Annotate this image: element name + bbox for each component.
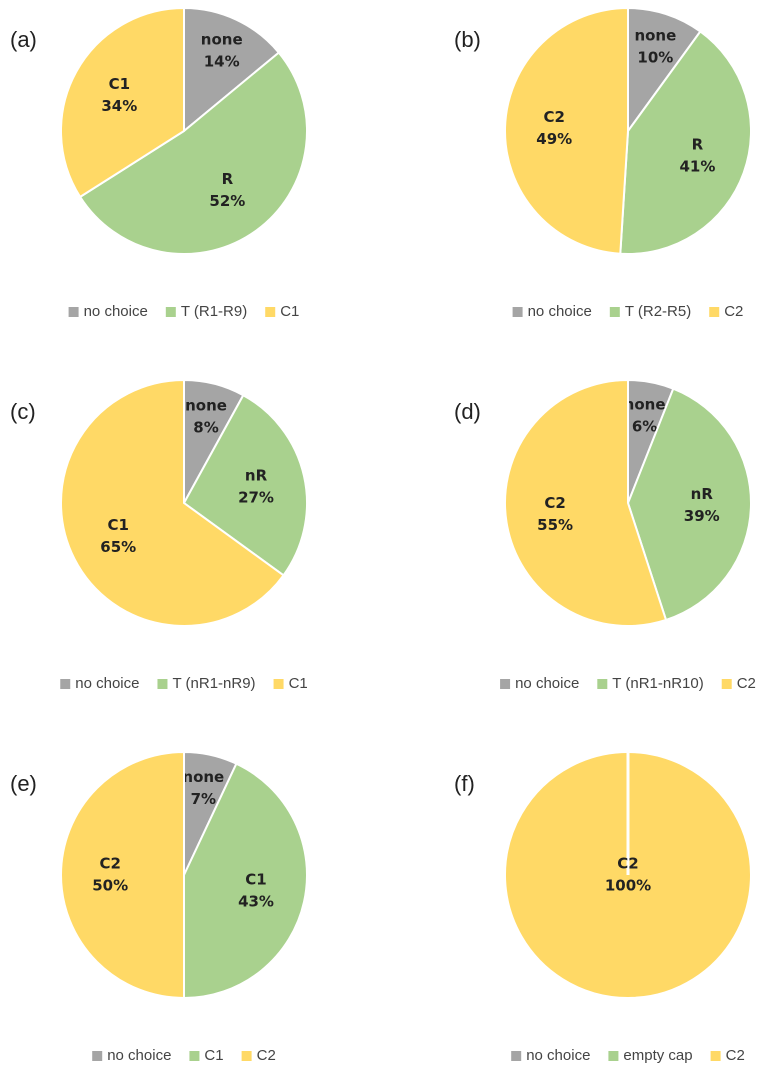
legend-swatch <box>265 307 276 317</box>
legend-label: no choice <box>526 1047 590 1064</box>
slice-label: none <box>182 768 224 786</box>
pie-slice <box>182 393 308 577</box>
value-label: 65% <box>100 538 136 556</box>
slice-label: C2 <box>617 855 638 873</box>
slice-label: C2 <box>544 108 565 126</box>
value-label: 27% <box>238 488 274 506</box>
pie-slice <box>504 6 629 255</box>
pie-panel: (f) C2 100% no choice empty cap C2 <box>454 751 752 1064</box>
legend: no choice T (R1-R9) C1 <box>68 303 299 320</box>
legend-label: C2 <box>257 1047 276 1064</box>
legend-swatch <box>709 307 720 317</box>
value-label: 39% <box>684 507 720 525</box>
slice-label: nR <box>245 466 268 484</box>
value-label: 43% <box>238 893 274 911</box>
legend-swatch <box>92 1051 103 1061</box>
slice-label: C1 <box>108 516 129 534</box>
slice-label: C1 <box>109 75 130 93</box>
slice-label: none <box>634 26 676 44</box>
legend-swatch <box>500 679 511 689</box>
pie-slice <box>183 6 281 134</box>
legend-swatch <box>189 1051 200 1061</box>
value-label: 52% <box>209 192 245 210</box>
slice-label: C2 <box>544 494 565 512</box>
legend-swatch <box>608 1051 619 1061</box>
legend-label: C1 <box>289 675 308 692</box>
pie-slice <box>626 387 752 622</box>
value-label: 55% <box>537 516 573 534</box>
panel-label: (f) <box>454 771 475 796</box>
panel-label: (c) <box>10 399 36 424</box>
value-label: 100% <box>605 877 651 895</box>
legend: no choice empty cap C2 <box>511 1047 745 1064</box>
slice-label: nR <box>691 485 714 503</box>
slice-label: C1 <box>245 871 266 889</box>
pie-slice <box>619 30 752 255</box>
pie-slice <box>60 750 185 1000</box>
value-label: 49% <box>536 130 572 148</box>
pie-slice <box>627 6 702 135</box>
legend-swatch <box>609 307 620 317</box>
legend-swatch <box>597 679 608 689</box>
pie-panel: (c) none 8% nR 27% C1 65% no choice T (nR1-nR9) C… <box>10 378 308 692</box>
value-label: 8% <box>193 419 218 437</box>
value-label: 6% <box>632 418 657 436</box>
legend: no choice C1 C2 <box>92 1047 276 1064</box>
pie-slice <box>78 51 308 255</box>
pie-slice <box>60 6 185 199</box>
legend-label: T (nR1-nR9) <box>172 675 255 692</box>
legend-swatch <box>241 1051 252 1061</box>
pie-slice <box>183 762 308 1000</box>
legend-label: no choice <box>107 1047 171 1064</box>
legend: no choice T (nR1-nR10) C2 <box>500 675 756 692</box>
legend-swatch <box>157 679 168 689</box>
legend-label: no choice <box>528 303 592 320</box>
pie-panel: (d) none 6% nR 39% C2 55% no choice T (nR1-nR10)… <box>454 378 756 692</box>
value-label: 50% <box>92 877 128 895</box>
legend-label: C2 <box>724 303 743 320</box>
slice-label: R <box>692 135 704 153</box>
panel-label: (d) <box>454 399 481 424</box>
pie-panel: (e) none 7% C1 43% C2 50% no choice C1 C2 <box>10 750 308 1064</box>
slice-label: none <box>624 396 666 414</box>
panel-label: (b) <box>454 27 481 52</box>
pie-panel: (a) none 14% R 52% C1 34% no choice T (R1-R9) C1 <box>10 6 308 320</box>
legend-swatch <box>273 679 284 689</box>
legend-label: no choice <box>75 675 139 692</box>
slice-label: none <box>185 397 227 415</box>
pie-slice <box>504 378 668 627</box>
legend-swatch <box>512 307 523 317</box>
legend-label: T (nR1-nR10) <box>612 675 703 692</box>
legend-label: no choice <box>515 675 579 692</box>
legend-swatch <box>710 1051 721 1061</box>
legend-label: T (R2-R5) <box>625 303 691 320</box>
legend-swatch <box>68 307 79 317</box>
legend-label: C2 <box>726 1047 745 1064</box>
value-label: 7% <box>191 790 216 808</box>
pie-slice <box>60 378 285 627</box>
legend-label: T (R1-R9) <box>181 303 247 320</box>
legend: no choice T (nR1-nR9) C1 <box>60 675 308 692</box>
slice-label: none <box>201 30 243 48</box>
legend-label: C2 <box>737 675 756 692</box>
value-label: 14% <box>204 52 240 70</box>
legend-swatch <box>165 307 176 317</box>
legend-label: C1 <box>280 303 299 320</box>
legend-label: empty cap <box>623 1047 692 1064</box>
slice-label: C2 <box>99 855 120 873</box>
value-label: 41% <box>679 157 715 175</box>
panel-label: (a) <box>10 27 37 52</box>
pie-panel: (b) none 10% R 41% C2 49% no choice T (R2-R5) C2 <box>454 6 752 320</box>
legend-swatch <box>60 679 71 689</box>
value-label: 10% <box>637 48 673 66</box>
legend-swatch <box>721 679 732 689</box>
legend-label: no choice <box>84 303 148 320</box>
slice-label: R <box>222 170 234 188</box>
value-label: 34% <box>101 97 137 115</box>
panel-label: (e) <box>10 771 37 796</box>
legend: no choice T (R2-R5) C2 <box>512 303 743 320</box>
legend-swatch <box>511 1051 522 1061</box>
legend-label: C1 <box>204 1047 223 1064</box>
